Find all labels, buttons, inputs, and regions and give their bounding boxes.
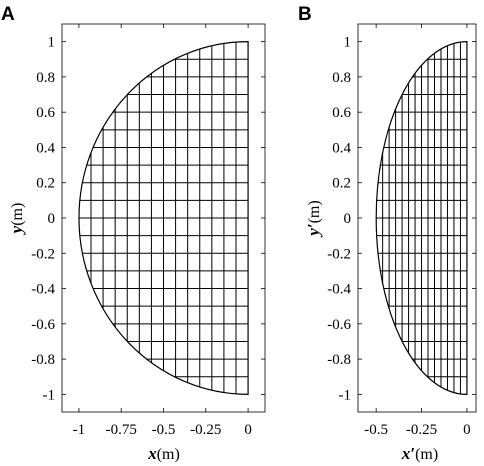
panel-a-ticks bbox=[62, 24, 265, 412]
panel-b-ticks bbox=[358, 24, 476, 412]
panel-a-y-tick-label: 0 bbox=[48, 211, 56, 227]
panel-a-y-tick-label: 1 bbox=[48, 35, 56, 51]
panel-a-mesh bbox=[78, 42, 249, 394]
panel-a-y-axis-unit: (m) bbox=[9, 203, 26, 226]
panel-a-y-tick-labels: 1 0.8 0.6 0.4 0.2 0 -0.2 -0.4 -0.6 -0.8 -1 bbox=[31, 35, 55, 404]
panel-a-y-tick-label: -0.4 bbox=[31, 282, 55, 298]
panel-b-outline bbox=[375, 41, 468, 395]
panel-b-y-axis-label: y′(m) bbox=[304, 200, 323, 237]
panel-a-y-tick-label: -1 bbox=[43, 387, 56, 403]
panel-b-mesh bbox=[376, 42, 467, 394]
panel-a-y-axis-label: y(m) bbox=[7, 203, 26, 236]
panel-b: B 10.80.60.40.20-0.2-0.4-0.6-0.8-1 -0.5-… bbox=[298, 4, 477, 463]
panel-b-y-tick-label: -0.4 bbox=[327, 282, 351, 298]
panel-b-y-tick-label: 0 bbox=[344, 211, 352, 227]
panel-a-x-tick-label: -0.25 bbox=[190, 422, 221, 438]
panel-b-y-tick-label: 0.2 bbox=[332, 176, 351, 192]
panel-letter-b: B bbox=[298, 4, 312, 25]
panel-b-y-tick-label: -0.6 bbox=[327, 317, 351, 333]
panel-a-x-tick-label: -1 bbox=[73, 422, 86, 438]
panel-a-y-axis-variable: y bbox=[7, 225, 26, 235]
panel-a-x-tick-label: -0.75 bbox=[106, 422, 137, 438]
panel-b-x-tick-labels: -0.5 -0.25 0 bbox=[364, 422, 470, 438]
panel-b-y-tick-label: 0.8 bbox=[332, 70, 351, 86]
panel-b-y-tick-labels: 1 0.8 0.6 0.4 0.2 0 -0.2 -0.4 -0.6 -0.8 -1 bbox=[327, 35, 351, 404]
panel-b-y-tick-label: -0.2 bbox=[327, 246, 351, 262]
panel-a-y-tick-label: 0.8 bbox=[36, 70, 55, 86]
panel-letter-a: A bbox=[1, 4, 15, 25]
panel-a: A 1 0.8 0.6 0.4 0.2 0 -0.2 -0.4 -0.6 -0.8 -1 -1 -0.… bbox=[1, 4, 266, 463]
panel-a-x-axis-label: x(m) bbox=[147, 444, 180, 463]
panel-a-y-tick-label: 0.2 bbox=[36, 176, 55, 192]
panel-b-y-tick-label: 1 bbox=[344, 35, 352, 51]
panel-b-y-axis-unit: (m) bbox=[306, 200, 323, 223]
panel-a-x-axis-variable: x bbox=[147, 444, 157, 463]
panel-b-x-axis-variable: x′ bbox=[401, 444, 415, 463]
panel-a-y-tick-label: -0.8 bbox=[31, 352, 55, 368]
panel-b-y-tick-label: -1 bbox=[339, 387, 352, 403]
panel-a-x-tick-label: -0.5 bbox=[152, 422, 176, 438]
panel-a-x-tick-label: 0 bbox=[244, 422, 252, 438]
panel-b-y-tick-label: 0.6 bbox=[332, 105, 351, 121]
panel-b-x-tick-label: -0.5 bbox=[364, 422, 388, 438]
panel-b-y-tick-label: -0.8 bbox=[327, 352, 351, 368]
panel-a-x-tick-labels: -1 -0.75 -0.5 -0.25 0 bbox=[73, 422, 252, 438]
panel-b-x-tick-label: 0 bbox=[463, 422, 471, 438]
panel-b-y-tick-label: 0.4 bbox=[332, 140, 351, 156]
panel-a-y-tick-label: 0.4 bbox=[36, 140, 55, 156]
panel-b-y-axis-variable: y′ bbox=[304, 223, 323, 237]
panel-b-x-axis-unit: (m) bbox=[415, 446, 438, 463]
panel-a-outline bbox=[78, 41, 249, 395]
panel-a-y-tick-label: 0.6 bbox=[36, 105, 55, 121]
panel-b-x-tick-label: -0.25 bbox=[406, 422, 437, 438]
panel-a-x-axis-unit: (m) bbox=[157, 446, 180, 463]
panel-a-y-tick-label: -0.2 bbox=[31, 246, 55, 262]
panel-b-x-axis-label: x′(m) bbox=[401, 444, 438, 463]
panel-a-y-tick-label: -0.6 bbox=[31, 317, 55, 333]
